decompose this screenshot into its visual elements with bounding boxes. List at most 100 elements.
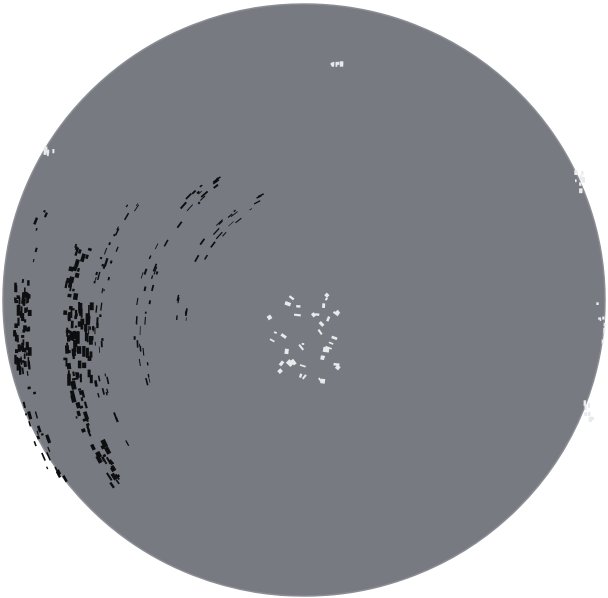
dark-scratch (78, 389, 85, 396)
light-speck (288, 295, 295, 301)
dark-scratch (138, 358, 141, 367)
dark-scratch (72, 266, 78, 272)
dark-scratch (222, 232, 227, 237)
light-fleck (52, 149, 55, 153)
light-speck (298, 373, 303, 378)
light-fleck (579, 188, 583, 194)
dark-scratch (146, 362, 149, 366)
dark-scratch (249, 208, 253, 211)
dark-scratch (153, 266, 158, 275)
dark-scratch (152, 263, 158, 272)
dark-scratch (14, 354, 17, 364)
dark-scratch (68, 312, 71, 318)
dark-scratch (185, 192, 192, 200)
dark-scratch (103, 257, 109, 267)
dark-scratch (21, 367, 25, 375)
dark-scratch (86, 332, 89, 343)
dark-scratch (115, 246, 119, 252)
light-speck (280, 333, 287, 339)
light-fleck (603, 327, 605, 334)
dark-scratch (148, 375, 151, 383)
dark-scratch (88, 325, 90, 334)
light-fleck (332, 61, 335, 66)
dark-scratch (77, 249, 82, 254)
dark-scratch (98, 346, 101, 353)
light-fleck (575, 179, 577, 183)
dark-scratch (74, 243, 78, 248)
dark-scratch (66, 327, 69, 337)
dark-scratch (87, 247, 93, 252)
dark-scratch (109, 461, 115, 466)
dark-scratch (33, 391, 37, 395)
dark-scratch (139, 345, 142, 352)
dark-scratch (133, 336, 136, 340)
dark-scratch (100, 438, 109, 449)
dark-scratch (74, 309, 78, 318)
dark-scratch (47, 446, 51, 453)
dark-scratch (94, 277, 97, 281)
dark-scratch (230, 211, 238, 218)
dark-scratch (71, 377, 77, 381)
dark-scratch (17, 358, 22, 363)
dark-scratch (43, 212, 48, 218)
dark-scratch (72, 337, 75, 341)
dark-scratch (16, 357, 19, 364)
light-speck (273, 331, 278, 334)
dark-scratch (34, 411, 39, 419)
dark-scratch (24, 307, 27, 313)
dark-scratch (175, 315, 178, 321)
light-speck (298, 344, 305, 351)
dark-scratch (45, 434, 52, 444)
dark-scratch (101, 338, 104, 341)
dark-scratch (89, 336, 94, 341)
dark-scratch (14, 334, 19, 342)
dark-scratch (184, 311, 187, 314)
dark-scratch (95, 305, 98, 313)
light-fleck (575, 170, 578, 174)
dark-scratch (63, 357, 67, 361)
light-speck (318, 321, 325, 327)
dark-scratch (90, 443, 96, 451)
dark-scratch (103, 289, 105, 292)
dark-scratch (13, 330, 16, 337)
dark-scratch (22, 293, 25, 299)
dark-scratch (73, 342, 78, 348)
dark-scratch (20, 356, 23, 365)
light-fleck (52, 151, 55, 154)
dark-scratch (32, 258, 35, 263)
dark-scratch (191, 189, 197, 195)
dark-scratch (106, 376, 110, 385)
dark-scratch (72, 288, 75, 292)
dark-scratch-marks (13, 176, 265, 489)
dark-scratch (88, 338, 93, 345)
light-speck (290, 358, 297, 366)
dark-scratch (77, 360, 82, 369)
dark-scratch (64, 345, 70, 354)
dark-scratch (67, 293, 72, 298)
dark-scratch (62, 475, 68, 483)
light-speck (331, 335, 338, 341)
light-speck (322, 303, 326, 309)
dark-scratch (88, 305, 90, 315)
light-speck (335, 309, 341, 315)
dark-scratch (101, 387, 106, 395)
dark-scratch (142, 347, 145, 356)
dark-scratch (27, 386, 31, 390)
dark-scratch (95, 271, 99, 276)
dark-scratch (77, 388, 82, 391)
dark-scratch (107, 276, 111, 281)
dark-scratch (74, 315, 77, 320)
dark-scratch (63, 310, 68, 316)
dark-scratch (94, 327, 96, 335)
dark-scratch (77, 321, 81, 327)
light-fleck (596, 302, 599, 305)
dark-scratch (87, 369, 91, 378)
dark-scratch (34, 247, 38, 253)
dark-scratch (67, 335, 71, 342)
dark-scratch (85, 347, 89, 358)
dark-scratch (25, 341, 29, 351)
dark-scratch (23, 360, 27, 368)
dark-scratch (155, 271, 159, 275)
dark-scratch (150, 275, 154, 280)
dark-scratch (102, 453, 107, 458)
